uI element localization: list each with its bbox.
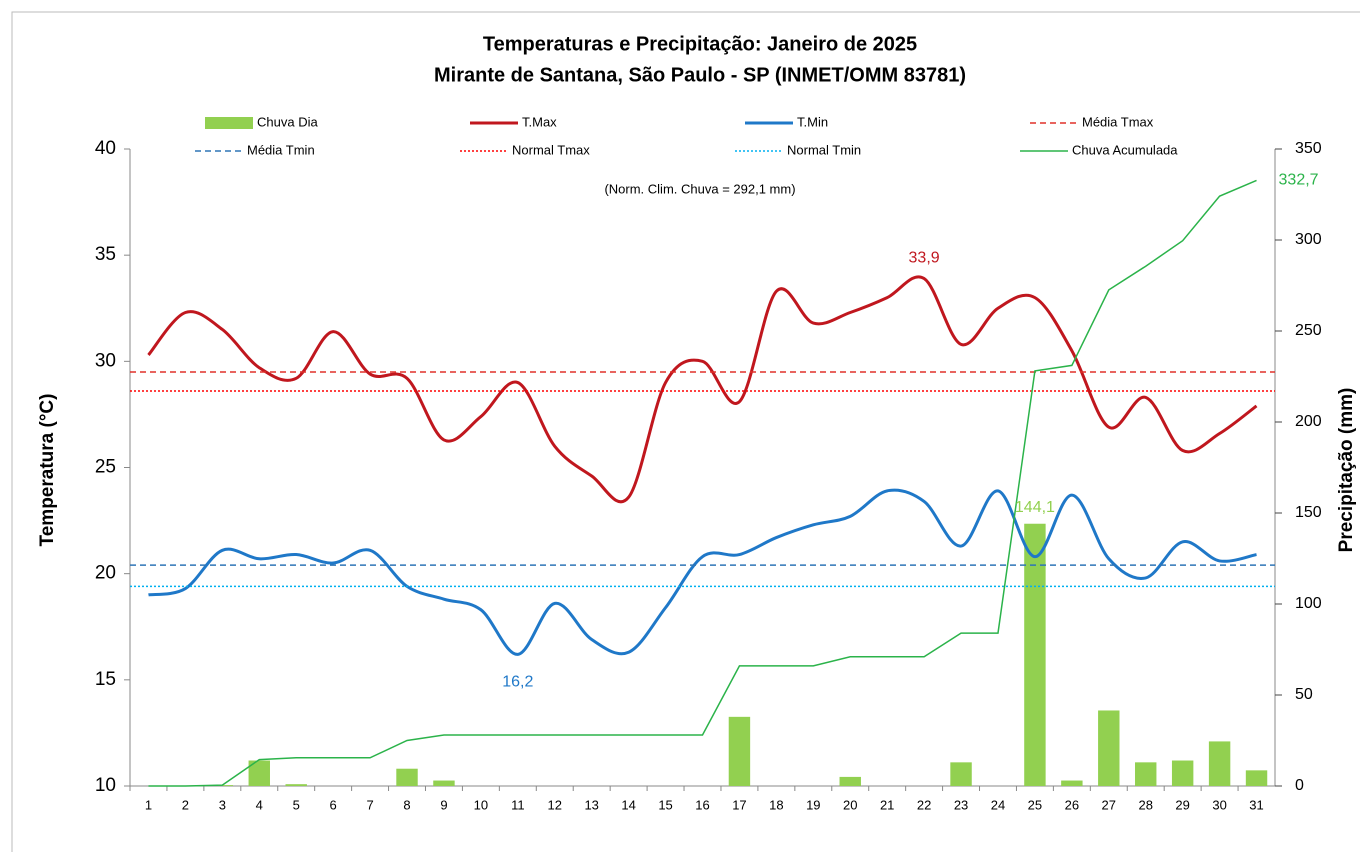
data-label: 144,1 (1015, 499, 1055, 516)
y2-tick-label: 200 (1295, 413, 1322, 430)
x-tick-label: 22 (917, 797, 931, 812)
y-tick-label: 15 (95, 669, 116, 690)
x-tick-label: 30 (1212, 797, 1226, 812)
rain-bar (839, 776, 861, 786)
x-tick-label: 3 (219, 797, 226, 812)
y2-axis-title: Precipitação (mm) (1336, 388, 1357, 553)
data-label: 16,2 (502, 674, 533, 691)
x-tick-label: 12 (548, 797, 562, 812)
series-line (148, 488, 1257, 656)
x-tick-label: 15 (658, 797, 672, 812)
series-line (147, 275, 1258, 504)
x-tick-label: 24 (991, 797, 1005, 812)
y2-tick-label: 250 (1295, 322, 1322, 339)
y2-tick-label: 100 (1295, 595, 1322, 612)
x-tick-label: 18 (769, 797, 783, 812)
chart-subtitle: Mirante de Santana, São Paulo - SP (INME… (434, 64, 966, 86)
chart-frame (11, 11, 1360, 852)
y-tick-label: 30 (95, 350, 116, 371)
y2-tick-label: 350 (1295, 140, 1322, 157)
rain-bar (1024, 523, 1046, 786)
legend-swatch (205, 117, 253, 129)
y2-tick-label: 50 (1295, 686, 1313, 703)
rain-bar (1171, 760, 1194, 786)
rain-bar (950, 762, 972, 786)
legend-label: Chuva Acumulada (1072, 142, 1178, 157)
rain-bar (1061, 780, 1083, 786)
x-tick-label: 4 (256, 797, 263, 812)
x-tick-label: 10 (474, 797, 488, 812)
y2-tick-label: 150 (1295, 504, 1322, 521)
x-tick-label: 13 (584, 797, 598, 812)
rain-bar (728, 716, 751, 786)
y2-tick-label: 0 (1295, 777, 1304, 794)
rain-bar (248, 760, 270, 786)
series-line (148, 179, 1257, 787)
rain-bar (1208, 741, 1231, 786)
rain-bar (433, 780, 455, 786)
y-tick-label: 20 (95, 563, 116, 584)
rain-bar (396, 768, 418, 786)
x-tick-label: 5 (293, 797, 300, 812)
rain-bar (1245, 770, 1268, 786)
legend-label: T.Max (522, 114, 557, 129)
x-tick-label: 11 (511, 797, 525, 812)
x-tick-label: 20 (843, 797, 857, 812)
legend-label: Normal Tmax (512, 142, 590, 157)
legend-label: Chuva Dia (257, 114, 318, 129)
x-tick-label: 7 (366, 797, 373, 812)
x-tick-label: 16 (695, 797, 709, 812)
x-tick-label: 29 (1175, 797, 1189, 812)
legend-label: Normal Tmin (787, 142, 861, 157)
x-tick-label: 28 (1138, 797, 1152, 812)
x-tick-label: 19 (806, 797, 820, 812)
x-tick-label: 1 (145, 797, 152, 812)
annotation: (Norm. Clim. Chuva = 292,1 mm) (604, 181, 795, 196)
x-tick-label: 31 (1249, 797, 1263, 812)
y-tick-label: 40 (95, 138, 116, 159)
rain-bar (1135, 762, 1157, 786)
x-tick-label: 9 (440, 797, 447, 812)
y-axis-title: Temperatura (°C) (37, 394, 58, 547)
x-tick-label: 23 (954, 797, 968, 812)
x-tick-label: 6 (330, 797, 337, 812)
data-label: 332,7 (1279, 172, 1319, 189)
rain-bar (285, 784, 307, 786)
legend-label: Média Tmax (1082, 114, 1154, 129)
x-tick-label: 8 (403, 797, 410, 812)
x-tick-label: 26 (1065, 797, 1079, 812)
y-tick-label: 35 (95, 244, 116, 265)
x-tick-label: 21 (880, 797, 894, 812)
y-tick-label: 10 (95, 775, 116, 796)
x-tick-label: 27 (1102, 797, 1116, 812)
x-tick-label: 14 (621, 797, 635, 812)
rain-bar (1098, 710, 1120, 786)
x-tick-label: 17 (732, 797, 746, 812)
legend-label: T.Min (797, 114, 828, 129)
legend-label: Média Tmin (247, 142, 315, 157)
chart-title: Temperaturas e Precipitação: Janeiro de … (483, 33, 917, 55)
data-label: 33,9 (909, 250, 940, 267)
x-tick-label: 25 (1028, 797, 1042, 812)
y-tick-label: 25 (95, 457, 116, 478)
x-tick-label: 2 (182, 797, 189, 812)
y2-tick-label: 300 (1295, 231, 1322, 248)
